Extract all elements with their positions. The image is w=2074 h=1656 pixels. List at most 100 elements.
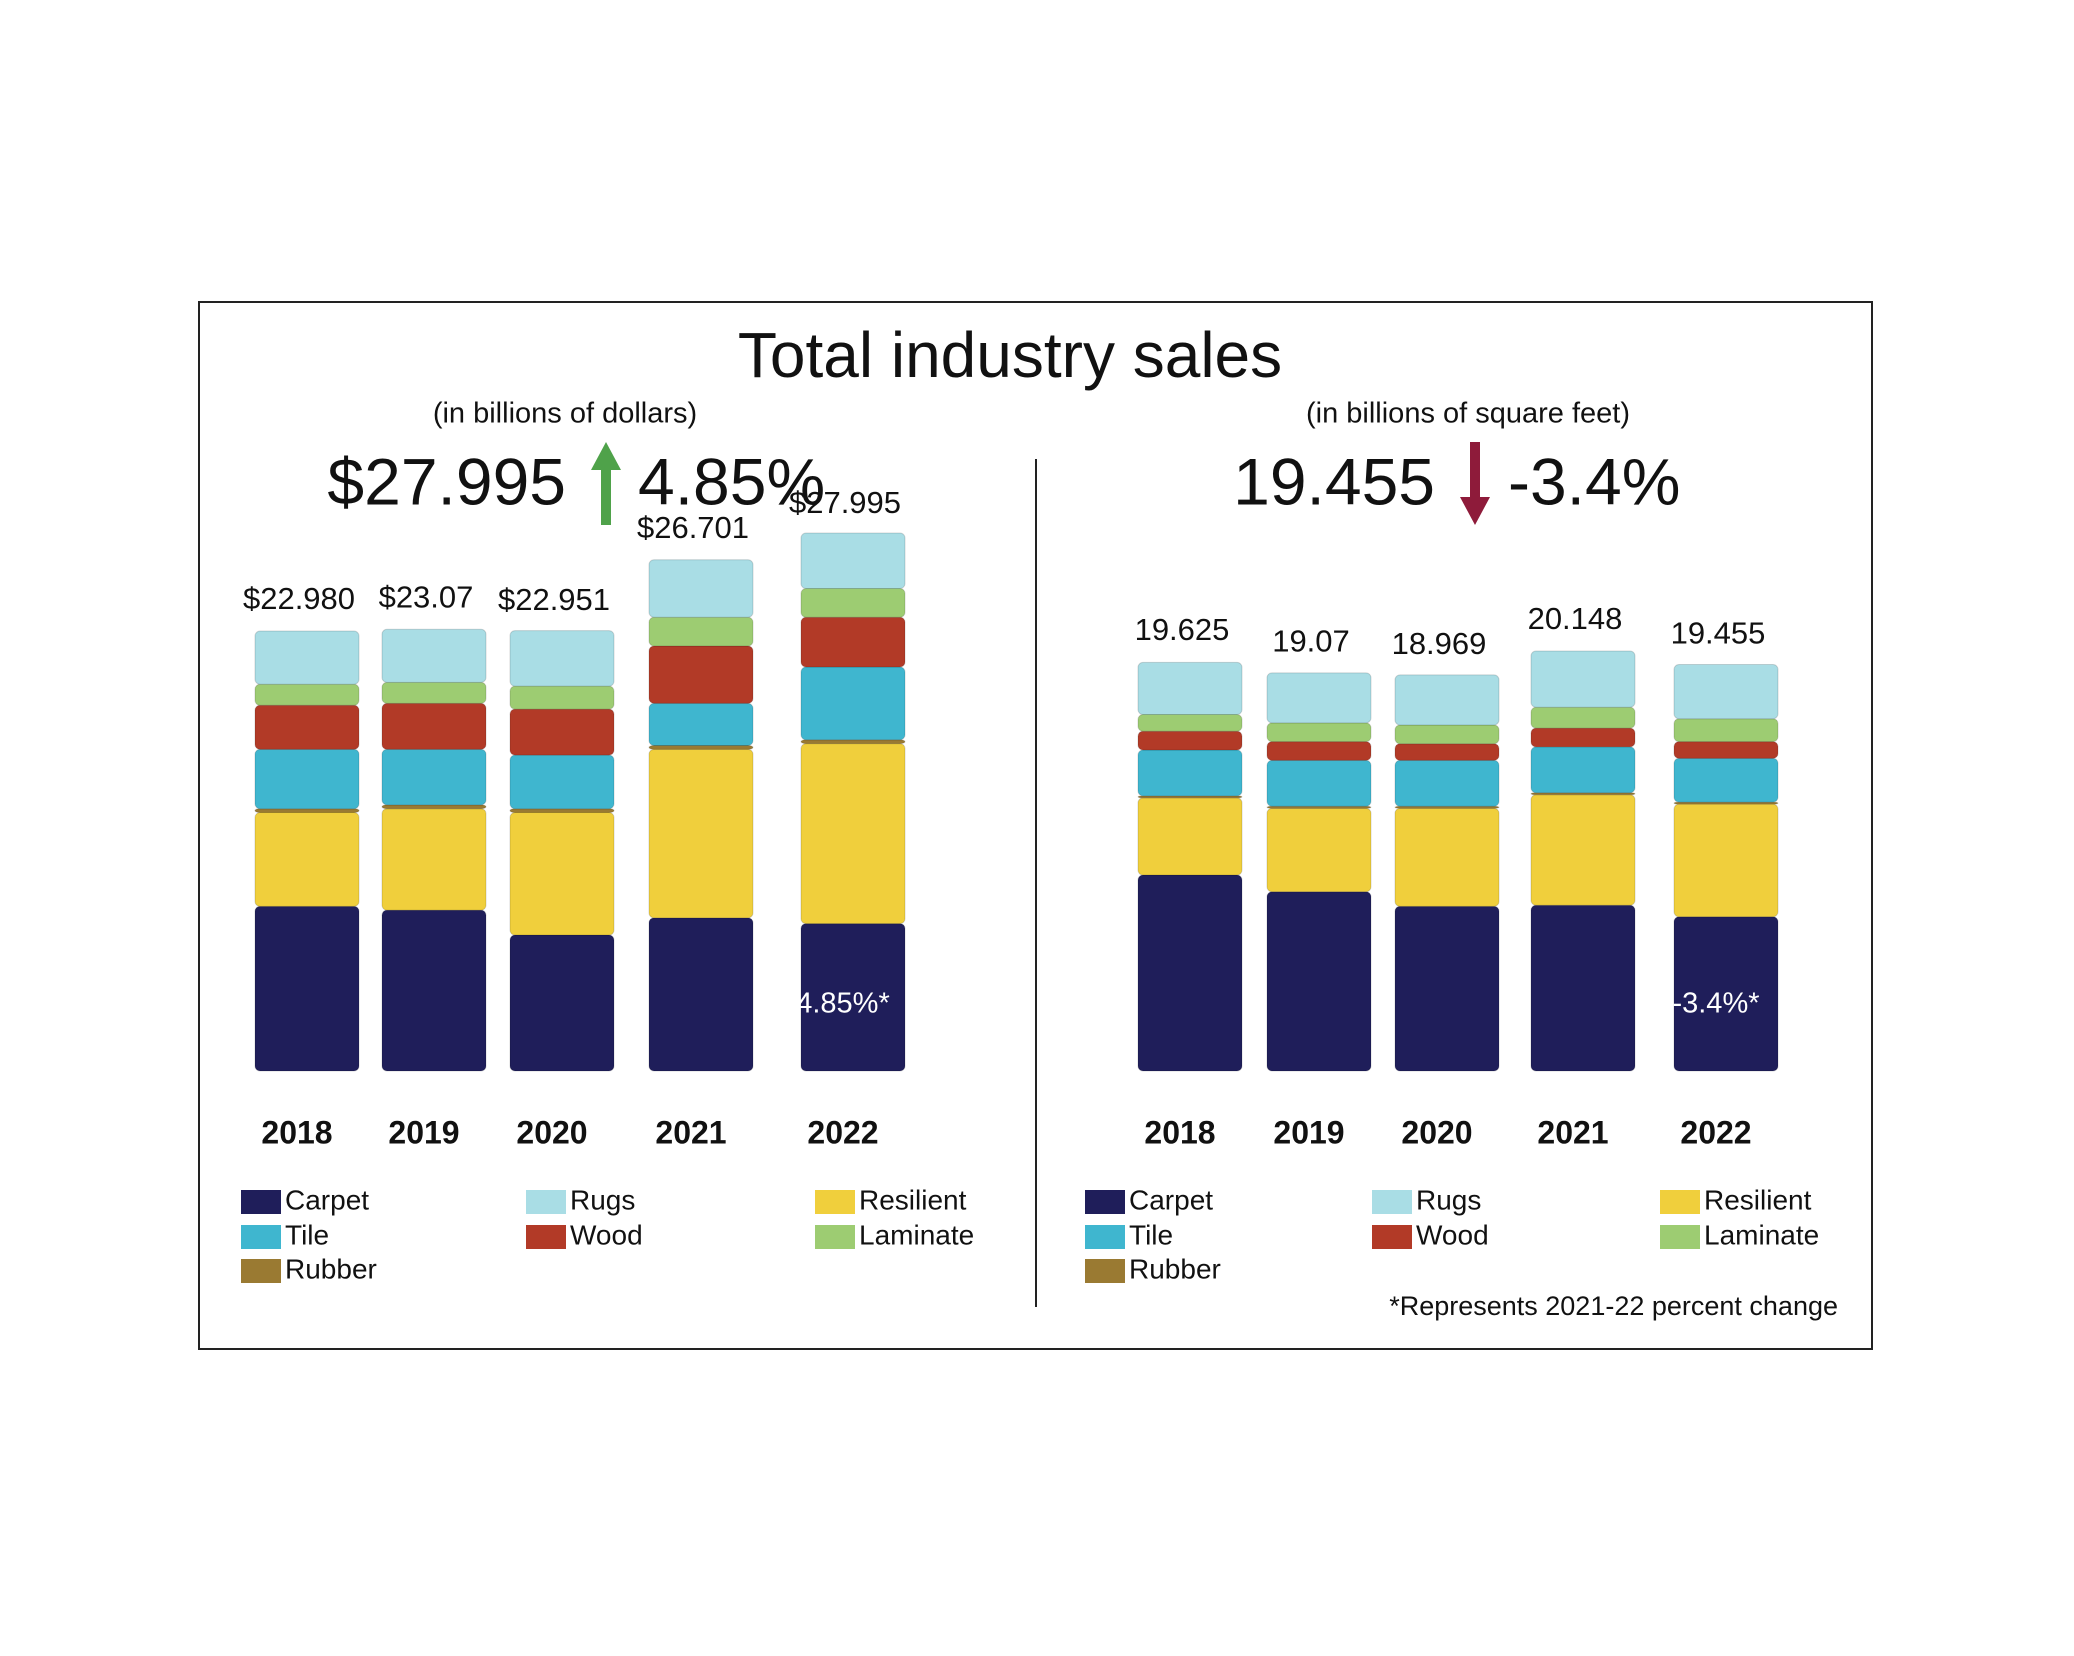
- legend-swatch: [1660, 1225, 1700, 1249]
- bar-segment: [1530, 794, 1636, 906]
- x-tick-label: 2020: [1401, 1114, 1472, 1150]
- bar-segment: [648, 745, 754, 750]
- total-label: 18.969: [1392, 626, 1487, 661]
- bar-segment: [1137, 749, 1243, 797]
- legend-label: Resilient: [1704, 1184, 1812, 1215]
- bar-segment: [509, 934, 615, 1072]
- legend-label: Rubber: [1129, 1253, 1221, 1284]
- chart-title: Total industry sales: [738, 319, 1282, 391]
- bar-segment: [381, 702, 487, 750]
- bar-segment: [1530, 727, 1636, 748]
- bar-segment: [800, 743, 906, 925]
- bar-segment: [648, 702, 754, 747]
- bar-segment: [1266, 672, 1372, 724]
- legend-swatch: [815, 1225, 855, 1249]
- bar-segment: [1673, 664, 1779, 720]
- x-tick-label: 2021: [1537, 1114, 1608, 1150]
- total-label: $23.07: [379, 579, 474, 614]
- bar-segment: [509, 685, 615, 710]
- bar-segment: [1394, 743, 1500, 761]
- x-tick-label: 2022: [1680, 1114, 1751, 1150]
- legend-label: Wood: [1416, 1219, 1489, 1250]
- x-tick-label: 2022: [807, 1114, 878, 1150]
- bar-segment: [254, 812, 360, 907]
- bar-segment: [1266, 759, 1372, 807]
- footnote: *Represents 2021-22 percent change: [1389, 1291, 1838, 1321]
- x-tick-label: 2018: [261, 1114, 332, 1150]
- bar-segment: [254, 630, 360, 685]
- legend-swatch: [526, 1190, 566, 1214]
- bar-segment: [1266, 807, 1372, 893]
- headline: 19.455: [1233, 444, 1435, 518]
- legend-label: Wood: [570, 1219, 643, 1250]
- bar-segment: [1530, 746, 1636, 794]
- trend-arrow: [591, 442, 621, 525]
- legend-label: Rugs: [570, 1184, 635, 1215]
- bar-segment: [648, 748, 754, 919]
- bar-segment: [1673, 757, 1779, 803]
- bar-segment: [509, 708, 615, 756]
- legend-swatch: [1085, 1225, 1125, 1249]
- bar-segment: [800, 588, 906, 618]
- legend-swatch: [1372, 1190, 1412, 1214]
- bar-segment: [1530, 650, 1636, 708]
- total-label: $26.701: [637, 510, 749, 545]
- trend-arrow: [1460, 442, 1490, 525]
- legend-label: Laminate: [1704, 1219, 1819, 1250]
- bar-segment: [1266, 741, 1372, 761]
- bar-segment: [1266, 891, 1372, 1072]
- subtitle: (in billions of square feet): [1306, 398, 1630, 430]
- bar-segment: [509, 754, 615, 810]
- bar-segment: [1394, 674, 1500, 726]
- bar-segment: [509, 630, 615, 687]
- legend-swatch: [815, 1190, 855, 1214]
- bar-segment: [1137, 661, 1243, 716]
- bar-segment: [1394, 759, 1500, 807]
- bar-segment: [1394, 724, 1500, 745]
- frame: [198, 301, 1873, 1350]
- total-label: 20.148: [1528, 601, 1623, 636]
- legend-swatch: [241, 1259, 281, 1283]
- bar-segment: [648, 616, 754, 647]
- legend-swatch: [241, 1190, 281, 1214]
- legend-label: Carpet: [285, 1184, 369, 1215]
- bar-segment: [648, 645, 754, 704]
- total-label: $22.951: [498, 582, 610, 617]
- total-label: 19.455: [1671, 616, 1766, 651]
- bar-segment: [1673, 718, 1779, 743]
- total-label: 19.625: [1135, 612, 1230, 647]
- bar-segment: [254, 905, 360, 1072]
- legend-label: Laminate: [859, 1219, 974, 1250]
- bar-segment: [1394, 905, 1500, 1072]
- total-label: $27.995: [789, 485, 901, 520]
- bar-segment: [381, 748, 487, 806]
- legend-label: Rugs: [1416, 1184, 1481, 1215]
- legend-swatch: [526, 1225, 566, 1249]
- bar-segment: [254, 808, 360, 814]
- bar-segment: [1137, 874, 1243, 1072]
- x-tick-label: 2021: [655, 1114, 726, 1150]
- bar-segment: [509, 808, 615, 814]
- legend-swatch: [241, 1225, 281, 1249]
- bar-segment: [1137, 714, 1243, 732]
- bar-segment: [800, 532, 906, 590]
- subtitle: (in billions of dollars): [433, 398, 697, 430]
- legend-label: Carpet: [1129, 1184, 1213, 1215]
- bar-segment: [1673, 803, 1779, 918]
- legend-swatch: [1660, 1190, 1700, 1214]
- bar-segment: [381, 808, 487, 911]
- bar-segment: [1137, 797, 1243, 876]
- legend-swatch: [1372, 1225, 1412, 1249]
- bar-segment: [1530, 904, 1636, 1072]
- x-tick-label: 2020: [516, 1114, 587, 1150]
- headline: $27.995: [327, 444, 566, 518]
- bar-segment: [1137, 730, 1243, 751]
- bar-segment: [254, 683, 360, 706]
- x-tick-label: 2019: [1273, 1114, 1344, 1150]
- bar-segment: [254, 704, 360, 750]
- bar-segment: [381, 804, 487, 810]
- legend-swatch: [1085, 1190, 1125, 1214]
- bar-segment: [800, 616, 906, 668]
- bar-segment: [1394, 807, 1500, 907]
